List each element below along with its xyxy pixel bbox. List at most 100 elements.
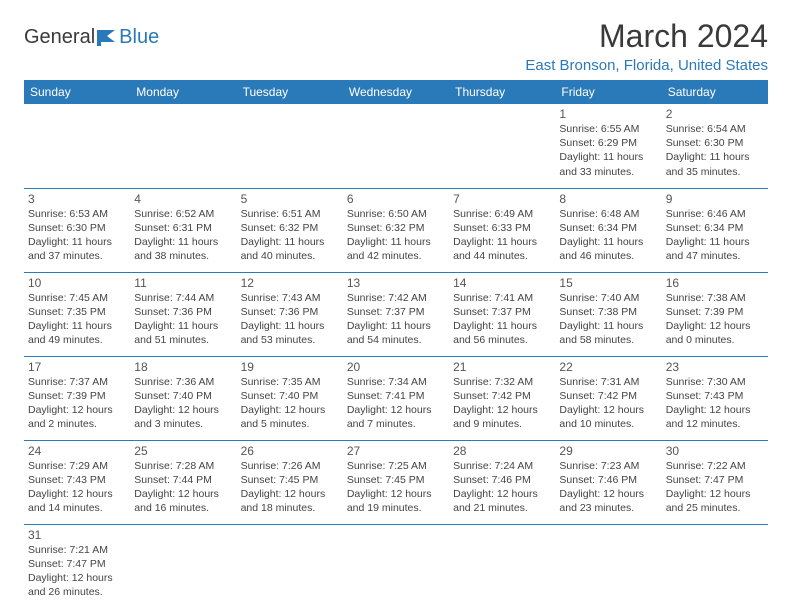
day-dl1: Daylight: 11 hours bbox=[241, 319, 339, 333]
day-header-thu: Thursday bbox=[449, 80, 555, 104]
day-dl1: Daylight: 12 hours bbox=[28, 403, 126, 417]
day-number: 23 bbox=[666, 360, 764, 374]
day-ss: Sunset: 6:30 PM bbox=[28, 221, 126, 235]
day-dl1: Daylight: 12 hours bbox=[453, 403, 551, 417]
day-sr: Sunrise: 6:51 AM bbox=[241, 207, 339, 221]
day-ss: Sunset: 7:40 PM bbox=[241, 389, 339, 403]
month-title: March 2024 bbox=[525, 18, 768, 55]
day-number: 9 bbox=[666, 192, 764, 206]
day-sr: Sunrise: 6:54 AM bbox=[666, 122, 764, 136]
calendar-day-cell: 8Sunrise: 6:48 AMSunset: 6:34 PMDaylight… bbox=[555, 188, 661, 272]
day-dl2: and 12 minutes. bbox=[666, 417, 764, 431]
day-number: 19 bbox=[241, 360, 339, 374]
day-sr: Sunrise: 6:46 AM bbox=[666, 207, 764, 221]
day-dl2: and 51 minutes. bbox=[134, 333, 232, 347]
calendar-week-row: 31Sunrise: 7:21 AMSunset: 7:47 PMDayligh… bbox=[24, 524, 768, 608]
day-dl1: Daylight: 11 hours bbox=[559, 150, 657, 164]
day-ss: Sunset: 7:38 PM bbox=[559, 305, 657, 319]
calendar-empty-cell bbox=[343, 104, 449, 188]
day-dl2: and 56 minutes. bbox=[453, 333, 551, 347]
day-dl2: and 47 minutes. bbox=[666, 249, 764, 263]
day-dl1: Daylight: 11 hours bbox=[347, 235, 445, 249]
day-dl1: Daylight: 12 hours bbox=[559, 487, 657, 501]
day-sr: Sunrise: 7:43 AM bbox=[241, 291, 339, 305]
day-sr: Sunrise: 7:36 AM bbox=[134, 375, 232, 389]
day-dl2: and 0 minutes. bbox=[666, 333, 764, 347]
day-dl2: and 54 minutes. bbox=[347, 333, 445, 347]
day-ss: Sunset: 7:39 PM bbox=[666, 305, 764, 319]
day-number: 18 bbox=[134, 360, 232, 374]
day-ss: Sunset: 7:42 PM bbox=[559, 389, 657, 403]
day-header-mon: Monday bbox=[130, 80, 236, 104]
calendar-day-cell: 11Sunrise: 7:44 AMSunset: 7:36 PMDayligh… bbox=[130, 272, 236, 356]
day-dl2: and 42 minutes. bbox=[347, 249, 445, 263]
day-dl1: Daylight: 12 hours bbox=[241, 403, 339, 417]
day-number: 28 bbox=[453, 444, 551, 458]
day-ss: Sunset: 7:41 PM bbox=[347, 389, 445, 403]
day-ss: Sunset: 7:43 PM bbox=[28, 473, 126, 487]
day-dl1: Daylight: 12 hours bbox=[666, 319, 764, 333]
day-header-sun: Sunday bbox=[24, 80, 130, 104]
calendar-empty-cell bbox=[130, 524, 236, 608]
day-dl1: Daylight: 11 hours bbox=[666, 235, 764, 249]
calendar-body: 1Sunrise: 6:55 AMSunset: 6:29 PMDaylight… bbox=[24, 104, 768, 608]
day-sr: Sunrise: 7:26 AM bbox=[241, 459, 339, 473]
calendar-empty-cell bbox=[449, 104, 555, 188]
day-dl2: and 19 minutes. bbox=[347, 501, 445, 515]
day-sr: Sunrise: 6:53 AM bbox=[28, 207, 126, 221]
day-dl1: Daylight: 11 hours bbox=[559, 319, 657, 333]
day-dl1: Daylight: 12 hours bbox=[134, 403, 232, 417]
day-dl1: Daylight: 11 hours bbox=[559, 235, 657, 249]
calendar-week-row: 1Sunrise: 6:55 AMSunset: 6:29 PMDaylight… bbox=[24, 104, 768, 188]
day-ss: Sunset: 7:36 PM bbox=[134, 305, 232, 319]
day-dl2: and 10 minutes. bbox=[559, 417, 657, 431]
calendar-day-cell: 17Sunrise: 7:37 AMSunset: 7:39 PMDayligh… bbox=[24, 356, 130, 440]
day-number: 31 bbox=[28, 528, 126, 542]
day-number: 6 bbox=[347, 192, 445, 206]
day-ss: Sunset: 6:29 PM bbox=[559, 136, 657, 150]
day-ss: Sunset: 7:45 PM bbox=[347, 473, 445, 487]
calendar-day-cell: 29Sunrise: 7:23 AMSunset: 7:46 PMDayligh… bbox=[555, 440, 661, 524]
day-sr: Sunrise: 6:52 AM bbox=[134, 207, 232, 221]
day-ss: Sunset: 7:46 PM bbox=[453, 473, 551, 487]
calendar-day-cell: 1Sunrise: 6:55 AMSunset: 6:29 PMDaylight… bbox=[555, 104, 661, 188]
day-number: 7 bbox=[453, 192, 551, 206]
day-number: 26 bbox=[241, 444, 339, 458]
day-ss: Sunset: 6:32 PM bbox=[347, 221, 445, 235]
calendar-day-cell: 7Sunrise: 6:49 AMSunset: 6:33 PMDaylight… bbox=[449, 188, 555, 272]
day-sr: Sunrise: 7:25 AM bbox=[347, 459, 445, 473]
calendar-day-cell: 12Sunrise: 7:43 AMSunset: 7:36 PMDayligh… bbox=[237, 272, 343, 356]
calendar-day-cell: 5Sunrise: 6:51 AMSunset: 6:32 PMDaylight… bbox=[237, 188, 343, 272]
title-block: March 2024 East Bronson, Florida, United… bbox=[525, 18, 768, 74]
day-number: 20 bbox=[347, 360, 445, 374]
day-dl2: and 38 minutes. bbox=[134, 249, 232, 263]
brand-logo: General Blue bbox=[24, 18, 159, 49]
day-number: 8 bbox=[559, 192, 657, 206]
calendar-day-cell: 18Sunrise: 7:36 AMSunset: 7:40 PMDayligh… bbox=[130, 356, 236, 440]
day-ss: Sunset: 7:47 PM bbox=[666, 473, 764, 487]
day-ss: Sunset: 7:44 PM bbox=[134, 473, 232, 487]
calendar-day-cell: 19Sunrise: 7:35 AMSunset: 7:40 PMDayligh… bbox=[237, 356, 343, 440]
day-sr: Sunrise: 7:37 AM bbox=[28, 375, 126, 389]
calendar-day-cell: 27Sunrise: 7:25 AMSunset: 7:45 PMDayligh… bbox=[343, 440, 449, 524]
day-header-sat: Saturday bbox=[662, 80, 768, 104]
calendar-empty-cell bbox=[449, 524, 555, 608]
day-ss: Sunset: 7:40 PM bbox=[134, 389, 232, 403]
day-number: 24 bbox=[28, 444, 126, 458]
location-subtitle: East Bronson, Florida, United States bbox=[525, 57, 768, 74]
day-sr: Sunrise: 7:41 AM bbox=[453, 291, 551, 305]
calendar-day-cell: 25Sunrise: 7:28 AMSunset: 7:44 PMDayligh… bbox=[130, 440, 236, 524]
day-dl2: and 25 minutes. bbox=[666, 501, 764, 515]
day-dl1: Daylight: 11 hours bbox=[347, 319, 445, 333]
day-dl2: and 7 minutes. bbox=[347, 417, 445, 431]
day-ss: Sunset: 6:33 PM bbox=[453, 221, 551, 235]
calendar-day-cell: 16Sunrise: 7:38 AMSunset: 7:39 PMDayligh… bbox=[662, 272, 768, 356]
day-dl1: Daylight: 11 hours bbox=[134, 319, 232, 333]
calendar-day-cell: 15Sunrise: 7:40 AMSunset: 7:38 PMDayligh… bbox=[555, 272, 661, 356]
day-dl2: and 44 minutes. bbox=[453, 249, 551, 263]
day-sr: Sunrise: 7:29 AM bbox=[28, 459, 126, 473]
day-dl2: and 18 minutes. bbox=[241, 501, 339, 515]
day-sr: Sunrise: 6:50 AM bbox=[347, 207, 445, 221]
day-number: 15 bbox=[559, 276, 657, 290]
calendar-day-cell: 9Sunrise: 6:46 AMSunset: 6:34 PMDaylight… bbox=[662, 188, 768, 272]
